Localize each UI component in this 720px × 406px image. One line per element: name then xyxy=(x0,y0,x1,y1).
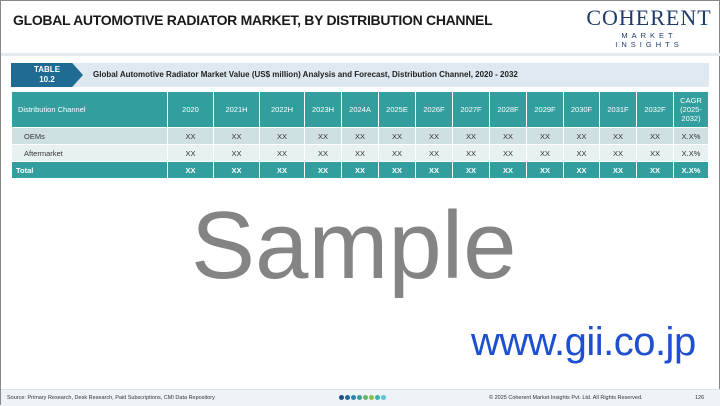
table-cell: XX xyxy=(304,144,342,162)
table-cell: XX xyxy=(526,127,564,145)
row-label: Aftermarket xyxy=(11,144,168,162)
table-caption: Global Automotive Radiator Market Value … xyxy=(93,70,518,79)
table-cell: XX xyxy=(213,161,260,179)
table-cell: XX xyxy=(378,144,416,162)
table-cell: XX xyxy=(213,144,260,162)
table-cell: XX xyxy=(213,127,260,145)
table-cell: XX xyxy=(341,127,379,145)
table-cell: XX xyxy=(489,161,527,179)
data-table: Distribution Channel 2020 2021H 2022H 2023H 2… xyxy=(11,91,709,179)
column-header: 2024A xyxy=(341,91,379,128)
column-header: 2027F xyxy=(452,91,490,128)
column-header: 2028F xyxy=(489,91,527,128)
table-cell: XX xyxy=(599,144,637,162)
table-cell: XX xyxy=(452,144,490,162)
table-cell: XX xyxy=(304,161,342,179)
table-cell: XX xyxy=(526,161,564,179)
table-cell: XX xyxy=(304,127,342,145)
table-cell: XX xyxy=(636,161,674,179)
column-header: 2032F xyxy=(636,91,674,128)
logo-line2: MARKET INSIGHTS xyxy=(615,31,683,49)
table-cell: XX xyxy=(563,161,600,179)
table-cell: XX xyxy=(415,161,453,179)
table-cell: XX xyxy=(378,161,416,179)
table-cell: X.X% xyxy=(673,161,709,179)
table-cell: XX xyxy=(452,127,490,145)
table-cell: XX xyxy=(259,161,305,179)
column-header: 2030F xyxy=(563,91,600,128)
table-cell: XX xyxy=(167,144,214,162)
column-header: 2026F xyxy=(415,91,453,128)
table-cell: XX xyxy=(341,144,379,162)
column-header: CAGR (2025-2032) xyxy=(673,91,709,128)
dots-decoration xyxy=(339,395,386,400)
table-tag-line2: 10.2 xyxy=(39,75,55,84)
column-header: 2021H xyxy=(213,91,260,128)
table-tag: TABLE 10.2 xyxy=(11,63,83,87)
column-header: 2022H xyxy=(259,91,305,128)
column-header: Distribution Channel xyxy=(11,91,168,128)
table-cell: XX xyxy=(526,144,564,162)
coherent-logo: COHERENT MARKET INSIGHTS xyxy=(585,5,713,50)
table-row: Total XX XX XX XX XX XX XX XX XX XX XX XX XX X.X% xyxy=(11,161,709,179)
column-header: 2031F xyxy=(599,91,637,128)
column-header: 2023H xyxy=(304,91,342,128)
column-header: 2020 xyxy=(167,91,214,128)
gii-watermark: www.gii.co.jp xyxy=(471,320,696,364)
table-cell: XX xyxy=(563,144,600,162)
footer-copyright: © 2025 Coherent Market Insights Pvt. Ltd… xyxy=(489,395,643,401)
table-cell: XX xyxy=(599,127,637,145)
table-cell: XX xyxy=(378,127,416,145)
table-cell: XX xyxy=(415,144,453,162)
divider xyxy=(1,53,720,56)
footer-source: Source: Primary Research, Desk Research,… xyxy=(7,395,215,401)
table-cell: XX xyxy=(489,127,527,145)
table-cell: XX xyxy=(636,127,674,145)
table-cell: XX xyxy=(341,161,379,179)
table-cell: XX xyxy=(489,144,527,162)
row-label: Total xyxy=(11,161,168,179)
logo-line1: COHERENT xyxy=(586,5,712,30)
table-cell: X.X% xyxy=(673,127,709,145)
table-cell: XX xyxy=(599,161,637,179)
page-number: 126 xyxy=(695,395,705,401)
table-cell: XX xyxy=(167,161,214,179)
sample-watermark: Sample xyxy=(191,192,517,299)
table-row: Aftermarket XX XX XX XX XX XX XX XX XX XX XX XX XX X.X… xyxy=(11,144,709,162)
row-label: OEMs xyxy=(11,127,168,145)
page-title: GLOBAL AUTOMOTIVE RADIATOR MARKET, BY DI… xyxy=(13,12,493,28)
table-cell: XX xyxy=(636,144,674,162)
table-cell: XX xyxy=(259,127,305,145)
table-cell: XX xyxy=(415,127,453,145)
table-cell: XX xyxy=(563,127,600,145)
footer: Source: Primary Research, Desk Research,… xyxy=(1,389,720,406)
table-cell: XX xyxy=(259,144,305,162)
column-header: 2025E xyxy=(378,91,416,128)
table-caption-band xyxy=(11,63,709,87)
table-cell: XX xyxy=(167,127,214,145)
column-header: 2029F xyxy=(526,91,564,128)
table-cell: X.X% xyxy=(673,144,709,162)
table-row: OEMs XX XX XX XX XX XX XX XX XX XX XX XX XX X.X% xyxy=(11,127,709,145)
table-cell: XX xyxy=(452,161,490,179)
table-tag-line1: TABLE xyxy=(33,65,61,74)
